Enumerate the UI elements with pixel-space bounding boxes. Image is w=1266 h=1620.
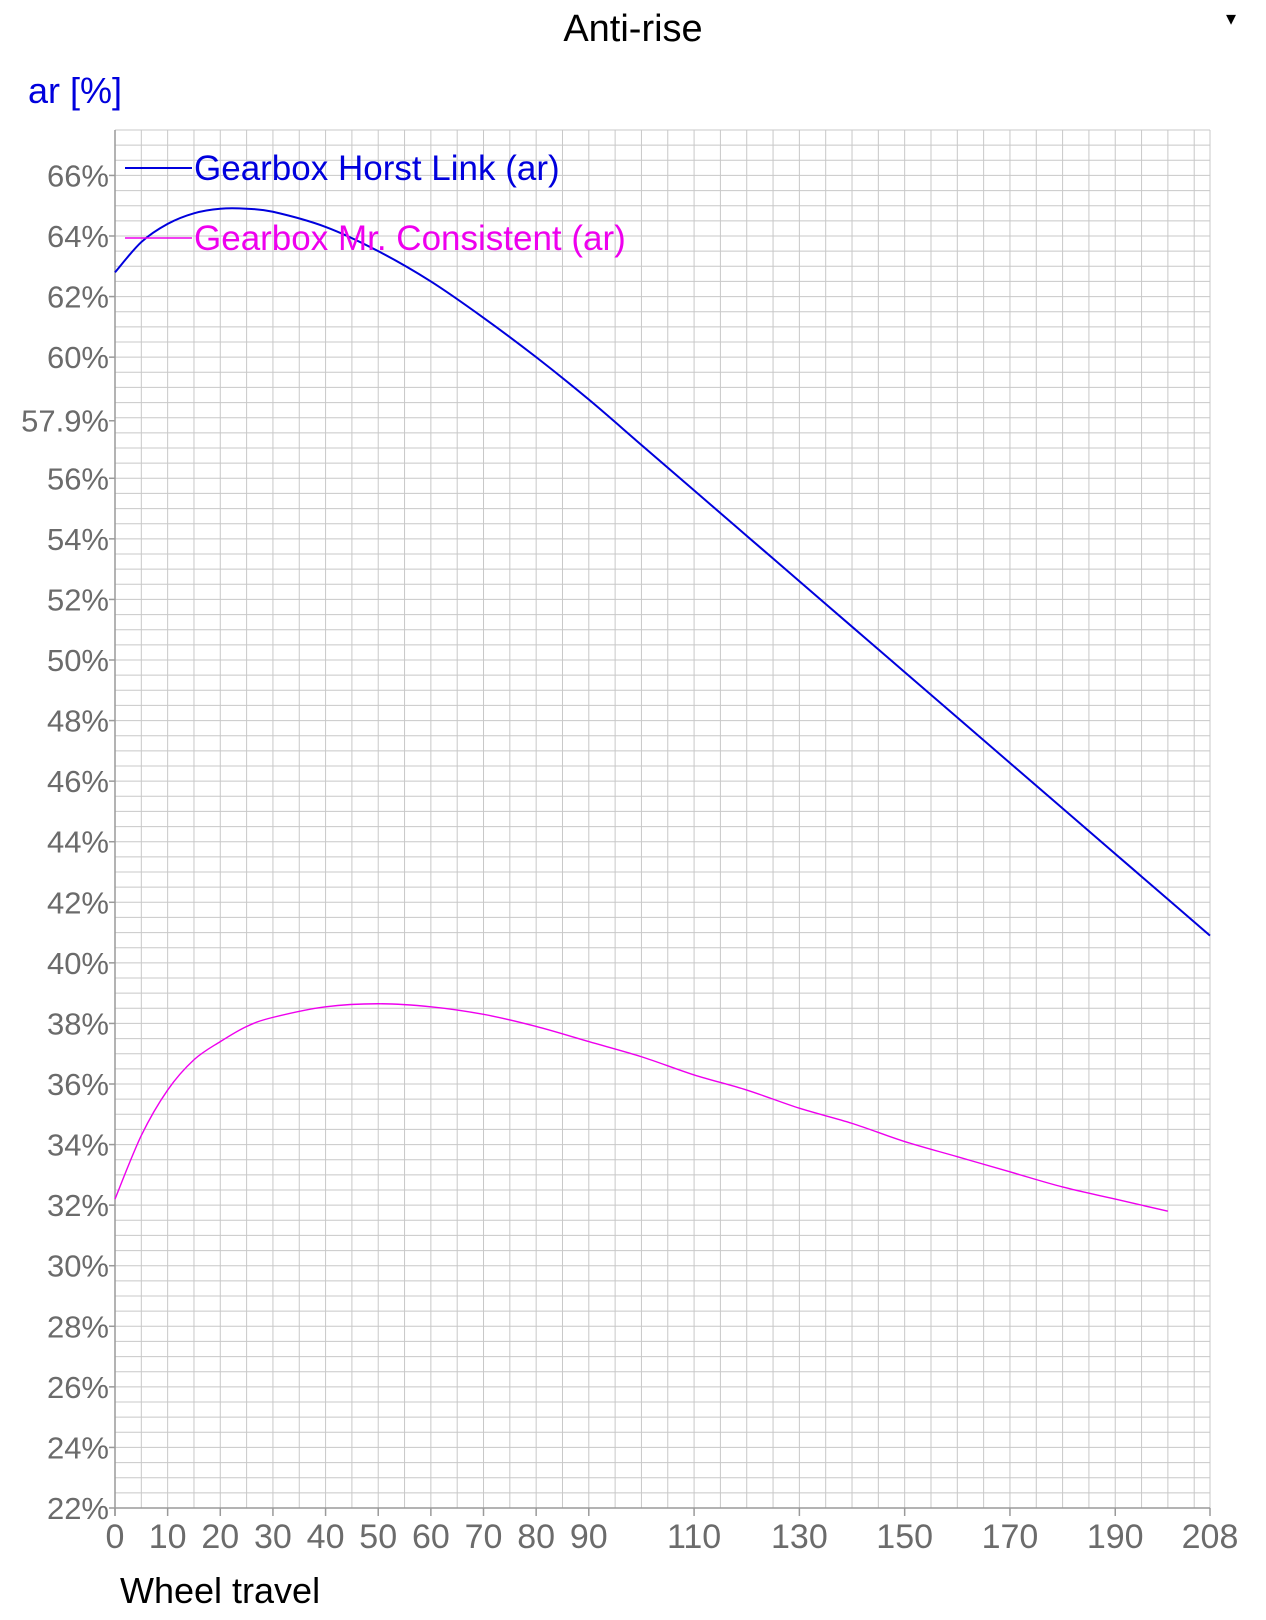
y-tick-label: 50% bbox=[47, 643, 109, 678]
x-tick-label: 60 bbox=[412, 1518, 450, 1556]
y-axis-label: ar [%] bbox=[28, 70, 123, 111]
y-tick-label: 66% bbox=[47, 158, 109, 193]
y-tick-label: 60% bbox=[47, 340, 109, 375]
series-line-2 bbox=[114, 1003, 1169, 1212]
x-tick-label: 20 bbox=[201, 1518, 239, 1556]
x-tick-label: 50 bbox=[359, 1518, 397, 1556]
x-tick-label: 170 bbox=[982, 1518, 1039, 1556]
x-tick-label: 208 bbox=[1182, 1518, 1239, 1556]
y-tick-label: 32% bbox=[47, 1188, 109, 1223]
y-tick-label: 22% bbox=[47, 1491, 109, 1526]
y-tick-label: 57.9% bbox=[21, 404, 109, 439]
series-line-1 bbox=[114, 207, 1211, 937]
y-tick-label: 44% bbox=[47, 825, 109, 860]
y-tick-label: 46% bbox=[47, 764, 109, 799]
y-tick-label: 54% bbox=[47, 522, 109, 557]
x-axis-label: Wheel travel bbox=[120, 1570, 321, 1611]
y-tick-label: 26% bbox=[47, 1370, 109, 1405]
x-tick-label: 130 bbox=[771, 1518, 828, 1556]
x-tick-label: 150 bbox=[876, 1518, 933, 1556]
y-tick-label: 28% bbox=[47, 1309, 109, 1344]
y-tick-label: 52% bbox=[47, 582, 109, 617]
chart-title: Anti-rise bbox=[563, 8, 703, 50]
y-tick-label: 62% bbox=[47, 280, 109, 315]
dropdown-arrow-icon[interactable]: ▾ bbox=[1226, 8, 1237, 30]
series-lines bbox=[114, 207, 1211, 1212]
y-tick-label: 30% bbox=[47, 1249, 109, 1284]
y-tick-label: 42% bbox=[47, 885, 109, 920]
axis-ticks: 22% 24% 26% 28% 30% 32% 34% 36% 38% 40% 42% 44% 46% 4… bbox=[21, 158, 1238, 1556]
legend: Gearbox Horst Link (ar) Gearbox Mr. Consi… bbox=[125, 149, 626, 258]
x-tick-label: 80 bbox=[517, 1518, 555, 1556]
y-tick-label: 38% bbox=[47, 1006, 109, 1041]
x-tick-label: 70 bbox=[465, 1518, 503, 1556]
y-tick-label: 40% bbox=[47, 946, 109, 981]
y-tick-label: 36% bbox=[47, 1067, 109, 1102]
x-tick-label: 40 bbox=[307, 1518, 345, 1556]
legend-label: Gearbox Mr. Consistent (ar) bbox=[194, 219, 626, 258]
x-tick-label: 110 bbox=[667, 1518, 721, 1556]
y-tick-label: 34% bbox=[47, 1128, 109, 1163]
x-tick-label: 30 bbox=[254, 1518, 292, 1556]
y-tick-label: 24% bbox=[47, 1430, 109, 1465]
x-tick-label: 0 bbox=[106, 1518, 125, 1556]
grid bbox=[114, 129, 1211, 1516]
y-tick-label: 64% bbox=[47, 219, 109, 254]
x-tick-label: 90 bbox=[570, 1518, 608, 1556]
y-tick-label: 56% bbox=[47, 461, 109, 496]
x-tick-label: 190 bbox=[1087, 1518, 1144, 1556]
legend-label: Gearbox Horst Link (ar) bbox=[194, 149, 560, 188]
y-tick-label: 48% bbox=[47, 704, 109, 739]
x-tick-label: 10 bbox=[149, 1518, 187, 1556]
